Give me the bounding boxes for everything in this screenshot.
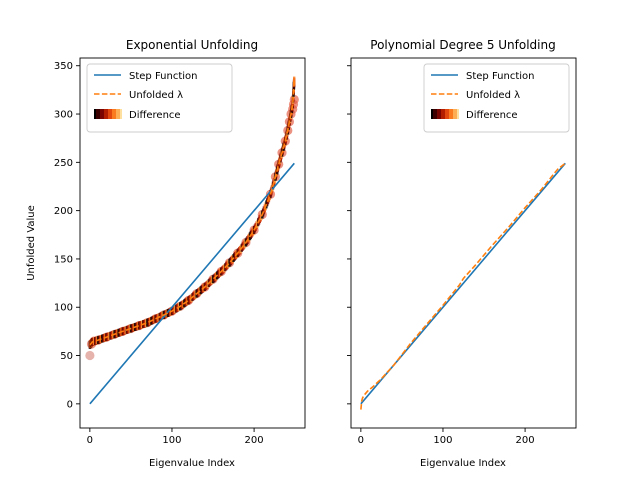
plot-area-0	[85, 76, 299, 405]
plot-area-1	[360, 162, 566, 410]
y-tick-label: 0	[67, 399, 73, 410]
y-tick-label: 150	[54, 254, 73, 265]
x-tick-label: 0	[87, 435, 93, 446]
legend-label: Step Function	[129, 71, 197, 82]
legend-label: Unfolded λ	[466, 90, 520, 101]
legend-box	[423, 63, 570, 133]
x-tick-label: 0	[358, 435, 364, 446]
legend-difference-handle	[94, 109, 122, 119]
unfolded-line	[89, 79, 296, 346]
right-x-axis-label: Eigenvalue Index	[420, 458, 506, 469]
step-function-line	[360, 162, 566, 405]
y-tick-label: 250	[54, 158, 73, 169]
axes-frame	[79, 57, 306, 429]
left-chart-title: Exponential Unfolding	[126, 38, 258, 52]
y-tick-label: 300	[54, 110, 73, 121]
legend-label: Unfolded λ	[129, 90, 183, 101]
legend: Step Function Unfolded λ Difference	[423, 63, 570, 133]
x-tick-label: 200	[245, 435, 264, 446]
x-tick-label: 200	[516, 435, 535, 446]
axes-frame	[350, 57, 577, 429]
legend: Step Function Unfolded λ Difference	[86, 63, 233, 133]
y-tick-label: 100	[54, 303, 73, 314]
legend-label: Difference	[466, 110, 518, 121]
right-chart-panel: Polynomial Degree 5 Unfolding Eigenvalue…	[347, 38, 577, 469]
right-chart-title: Polynomial Degree 5 Unfolding	[370, 38, 555, 52]
legend-difference-handle	[431, 109, 459, 119]
unfolded-line	[360, 162, 566, 410]
difference-marker	[85, 350, 95, 361]
legend-label: Difference	[129, 110, 181, 121]
left-chart-panel: Exponential Unfolding Eigenvalue Index U…	[26, 38, 306, 469]
y-tick-label: 350	[54, 61, 73, 72]
step-function-line	[89, 162, 295, 405]
x-tick-label: 100	[162, 435, 181, 446]
left-x-axis-label: Eigenvalue Index	[149, 458, 235, 469]
x-tick-label: 100	[433, 435, 452, 446]
legend-label: Step Function	[466, 71, 534, 82]
left-y-axis-label: Unfolded Value	[26, 205, 37, 281]
y-tick-label: 200	[54, 206, 73, 217]
legend-box	[86, 63, 233, 133]
y-tick-label: 50	[60, 351, 73, 362]
